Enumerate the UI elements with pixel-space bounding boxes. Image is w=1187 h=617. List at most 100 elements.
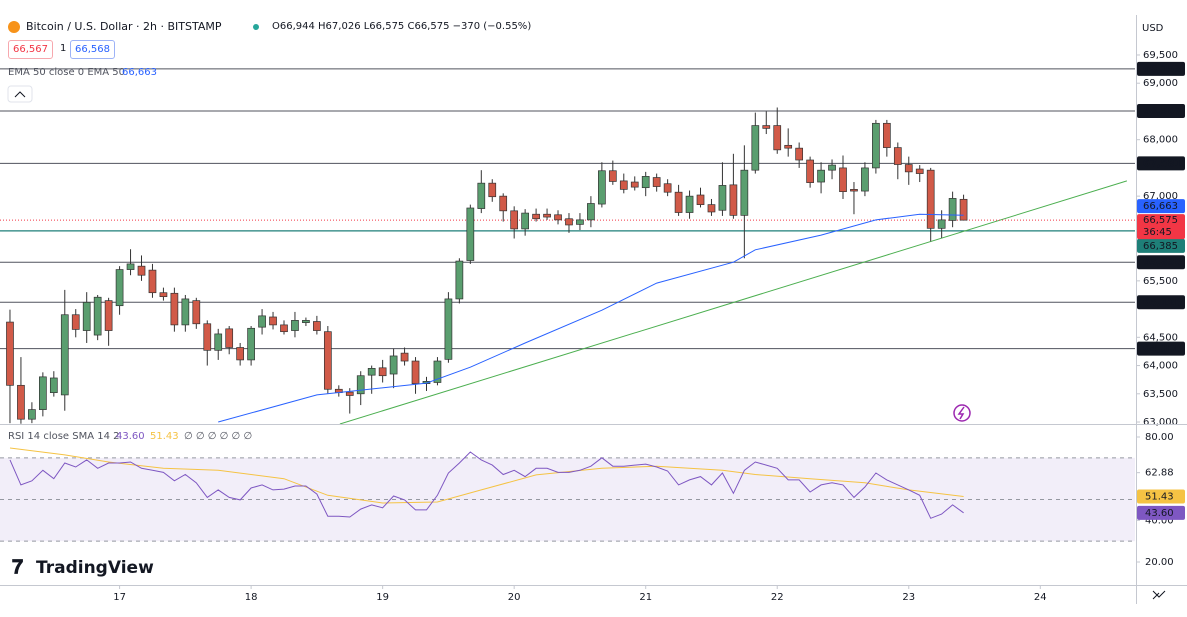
candle-body bbox=[839, 167, 847, 192]
candle-body bbox=[17, 384, 25, 420]
candle-body bbox=[795, 147, 804, 161]
support-tag bbox=[1137, 238, 1185, 253]
bid[interactable]: 66,567 bbox=[8, 40, 53, 59]
candle-body bbox=[313, 321, 321, 331]
rsi-tick-label: 62.88 bbox=[1145, 468, 1174, 479]
candle-body bbox=[882, 122, 891, 148]
candle-body bbox=[400, 352, 409, 362]
status-dot bbox=[253, 24, 259, 30]
candle-body bbox=[598, 170, 606, 205]
candle-body bbox=[82, 301, 91, 331]
ema-tag bbox=[1137, 199, 1185, 214]
candle-body bbox=[148, 269, 157, 294]
candle-body bbox=[543, 213, 551, 218]
candle-body bbox=[49, 377, 58, 394]
candle-body bbox=[488, 182, 497, 198]
candle-body bbox=[214, 333, 223, 351]
candle-body bbox=[773, 125, 782, 151]
candle-body bbox=[93, 296, 102, 336]
event-icon-bolt bbox=[957, 406, 965, 420]
candle-body bbox=[444, 298, 453, 360]
rsi-nulls: ∅ ∅ ∅ ∅ ∅ ∅ bbox=[184, 431, 253, 442]
rsi-pane bbox=[0, 447, 1135, 542]
candle-body bbox=[126, 263, 135, 270]
level-tag bbox=[1137, 341, 1185, 356]
candle-body bbox=[6, 321, 14, 386]
level-tag-label: 65,120 bbox=[1143, 297, 1182, 308]
candle-body bbox=[510, 210, 519, 230]
coin-icon bbox=[8, 21, 20, 33]
candle-body bbox=[433, 360, 442, 383]
candle-body bbox=[718, 185, 727, 211]
rsi-tick-label: 40.00 bbox=[1145, 515, 1174, 526]
logo-mark: 𝟕 bbox=[12, 555, 23, 579]
y-tick-label: 68,000 bbox=[1143, 135, 1178, 146]
rsi-tick-label: 20.00 bbox=[1145, 557, 1174, 568]
candle-body bbox=[115, 269, 124, 307]
candle-body bbox=[729, 184, 738, 216]
candle-body bbox=[192, 300, 201, 325]
candle-body bbox=[225, 328, 234, 348]
logo-text: TradingView bbox=[36, 558, 154, 578]
x-tick-label: 17 bbox=[113, 592, 126, 603]
candle-body bbox=[674, 191, 683, 213]
level-tag bbox=[1137, 104, 1185, 119]
candle-body bbox=[389, 355, 398, 375]
ema-legend: EMA 50 close 0 EMA 50 bbox=[8, 67, 126, 78]
candle-body bbox=[707, 204, 716, 213]
rsi-tag-label: 43.60 bbox=[1145, 508, 1174, 519]
candle-body bbox=[806, 159, 814, 183]
rsi-sma-legend-value: 51.43 bbox=[150, 431, 179, 442]
candle-body bbox=[159, 292, 168, 298]
candle-body bbox=[203, 323, 212, 351]
event-icon[interactable] bbox=[953, 404, 971, 422]
candle-body bbox=[926, 169, 935, 229]
y-tick-label: 63,500 bbox=[1143, 389, 1178, 400]
candle-body bbox=[280, 324, 288, 333]
candle-body bbox=[619, 180, 628, 190]
candle-body bbox=[28, 409, 36, 420]
candle-body bbox=[323, 331, 332, 390]
x-tick-label: 23 bbox=[902, 592, 915, 603]
candle-body bbox=[828, 164, 836, 171]
level-tag-label: 69,253 bbox=[1143, 64, 1182, 75]
candle-body bbox=[937, 219, 946, 229]
trend-line bbox=[339, 180, 1128, 424]
settings-icon[interactable] bbox=[1152, 590, 1166, 600]
candle-body bbox=[893, 147, 902, 165]
candle-body bbox=[630, 181, 639, 188]
x-tick-label: 18 bbox=[245, 592, 258, 603]
candle-body bbox=[104, 300, 113, 331]
support-tag-label: 66,385 bbox=[1143, 241, 1178, 252]
x-tick-label: 22 bbox=[771, 592, 784, 603]
current-price-label: 66,575 bbox=[1143, 215, 1178, 226]
candle-body bbox=[137, 265, 146, 276]
y-tick-label: 63,000 bbox=[1143, 417, 1178, 428]
level-tag-label: 68,507 bbox=[1143, 106, 1182, 117]
candle-body bbox=[532, 213, 540, 220]
y-tick-label: 65,500 bbox=[1143, 276, 1178, 287]
level-tag bbox=[1137, 61, 1185, 76]
candle-body bbox=[378, 367, 387, 377]
candle-body bbox=[291, 320, 299, 331]
candle-body bbox=[477, 182, 486, 209]
level-tag bbox=[1137, 295, 1185, 310]
candle-body bbox=[608, 170, 617, 182]
candle-body bbox=[71, 314, 80, 330]
rsi-line bbox=[9, 451, 964, 519]
ema-tag-label: 66,663 bbox=[1143, 201, 1178, 212]
candle-body bbox=[904, 164, 913, 173]
candle-body bbox=[422, 381, 431, 384]
symbol-title: Bitcoin / U.S. Dollar · 2h · BITSTAMP bbox=[26, 20, 222, 33]
candle-body bbox=[872, 122, 880, 169]
candle-body bbox=[751, 125, 760, 171]
rsi-legend-value: 43.60 bbox=[116, 431, 145, 442]
collapse-icon bbox=[14, 91, 26, 98]
collapse-button[interactable] bbox=[7, 85, 33, 103]
candle-body bbox=[60, 314, 69, 396]
axes: 69,500 69,000 68,000 67,000 65,500 64,500 64,0… bbox=[113, 50, 1185, 603]
ask[interactable]: 66,568 bbox=[70, 40, 115, 59]
rsi-sma-tag-label: 51.43 bbox=[1145, 492, 1174, 503]
candle-body bbox=[269, 316, 277, 326]
candle-body bbox=[39, 376, 47, 410]
